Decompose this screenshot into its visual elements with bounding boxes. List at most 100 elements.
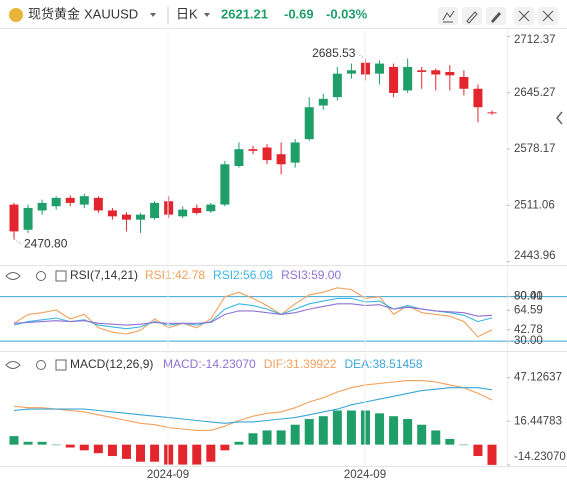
macd-bar — [304, 419, 314, 445]
macd-bar — [487, 444, 497, 465]
gold-icon — [9, 8, 23, 22]
legend-entry: DEA:38.51458 — [344, 357, 422, 371]
tool-button[interactable] — [438, 7, 458, 25]
candle-body — [445, 71, 455, 76]
candle-body — [346, 70, 356, 74]
candle-body — [487, 112, 497, 114]
y-tick-label: 2645.27 — [514, 87, 556, 99]
period[interactable]: 日K — [176, 6, 198, 21]
annotation-label: 2685.53 — [312, 46, 356, 60]
candle-body — [79, 196, 89, 205]
macd-bar — [332, 410, 342, 445]
instrument-name[interactable]: 现货黄金 — [28, 6, 80, 21]
expand-icon[interactable] — [55, 270, 67, 282]
macd-bar — [389, 416, 399, 445]
macd-bar — [23, 441, 33, 445]
macd-bar — [107, 444, 117, 457]
extreme-annotation: 2470.80 — [13, 236, 68, 250]
macd-bar — [248, 433, 258, 445]
candle-body — [318, 98, 328, 106]
candle-body — [23, 207, 33, 230]
macd-bar — [79, 444, 89, 451]
macd-bar — [150, 444, 160, 462]
macd-bar — [375, 413, 385, 445]
macd-bar — [459, 444, 469, 446]
collapse-arrow[interactable] — [556, 111, 563, 125]
candle-body — [136, 214, 146, 220]
settings-icon[interactable] — [36, 271, 46, 281]
macd-bar — [290, 424, 300, 445]
y-tick-label: 2511.06 — [514, 199, 555, 211]
macd-bar — [417, 424, 427, 445]
candle-body — [150, 202, 160, 218]
candle-body — [332, 73, 342, 98]
macd-bar — [318, 416, 328, 445]
candle-body — [262, 147, 272, 161]
legend-entry: RSI3:59.00 — [281, 268, 341, 282]
macd-bar — [65, 444, 75, 448]
candle-body — [473, 88, 483, 108]
y-tick-label: 2578.17 — [514, 143, 556, 155]
macd-bar — [206, 444, 216, 462]
y-tick-label: 16.44783 — [514, 415, 562, 427]
candle-body — [93, 197, 103, 211]
macd-bar — [178, 444, 188, 465]
macd-bar — [121, 444, 131, 459]
candle-body — [107, 210, 117, 217]
dropdown-arrow[interactable] — [204, 13, 210, 17]
candle-body — [375, 63, 385, 74]
expand-icon[interactable] — [55, 359, 67, 371]
candle-body — [51, 197, 61, 207]
macd-title: MACD(12,26,9) — [70, 357, 153, 371]
candle-body — [9, 204, 19, 232]
change: -0.69 — [284, 6, 314, 21]
y-tick-label: 2712.37 — [514, 34, 556, 46]
candle-body — [403, 66, 413, 91]
macd-line — [13, 387, 493, 424]
legend-entry: RSI1:42.78 — [145, 268, 205, 282]
macd-bar — [37, 441, 47, 445]
eye-icon[interactable] — [5, 272, 21, 280]
y-tick-label: 30.00 — [514, 335, 543, 347]
extreme-annotation: 2685.53 — [312, 46, 366, 60]
macd-bar — [192, 444, 202, 465]
tool-icon — [518, 10, 530, 22]
y-tick-label: 2443.96 — [514, 250, 556, 262]
candle-body — [206, 204, 216, 212]
symbol[interactable]: XAUUSD — [84, 6, 138, 21]
x-tick-label: 2024-09 — [147, 469, 189, 481]
legend-entry: MACD:-14.23070 — [163, 357, 256, 371]
rsi-line — [13, 297, 493, 330]
macd-bar — [164, 444, 174, 465]
macd-bar — [346, 410, 356, 445]
candle-body — [121, 214, 131, 220]
candle-body — [290, 142, 300, 163]
candle-body — [459, 77, 469, 89]
eye-icon[interactable] — [5, 361, 21, 369]
legend-entry: DIF:31.39922 — [264, 357, 337, 371]
dropdown-arrow[interactable] — [150, 13, 156, 17]
rsi-line — [13, 303, 493, 326]
macd-bar — [262, 430, 272, 445]
settings-icon[interactable] — [36, 360, 46, 370]
candle-body — [248, 149, 258, 151]
change-percent: -0.03% — [326, 6, 368, 21]
y-tick-label: 80.00 — [514, 291, 543, 303]
tool-icon — [491, 12, 501, 23]
candle-body — [37, 202, 47, 211]
macd-bar — [431, 430, 441, 445]
macd-bar — [9, 436, 19, 445]
macd-bar — [93, 444, 103, 454]
macd-bar — [136, 444, 146, 462]
macd-header: MACD(12,26,9) — [5, 357, 153, 371]
candle-body — [164, 201, 174, 215]
candle-body — [431, 70, 441, 75]
macd-bar — [445, 438, 455, 445]
rsi-title: RSI(7,14,21) — [70, 268, 138, 282]
tool-icon — [542, 10, 554, 22]
candle-body — [276, 154, 286, 165]
annotation-label: 2470.80 — [24, 236, 68, 250]
